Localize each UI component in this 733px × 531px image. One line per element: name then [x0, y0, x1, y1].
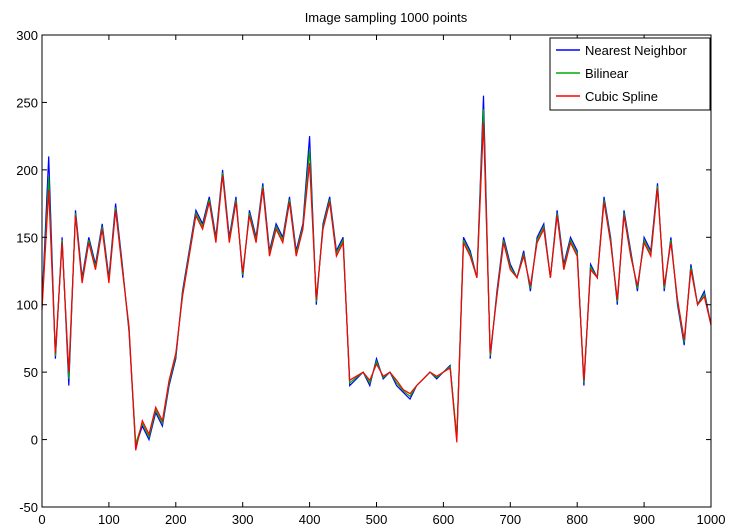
plot-area — [41, 95, 712, 451]
x-tick-label: 800 — [566, 512, 588, 527]
legend-label-nearest-neighbor: Nearest Neighbor — [585, 43, 688, 58]
x-tick-label: 300 — [232, 512, 254, 527]
y-tick-label: 250 — [16, 95, 38, 110]
series-line-cubic-spline — [41, 122, 712, 451]
y-tick-label: -50 — [19, 500, 38, 515]
x-tick-label: 0 — [38, 512, 45, 527]
axis-ticks: 0 100 200 300 400 500 600 700 800 900 1000-5005010… — [16, 28, 725, 527]
series-line-bilinear — [41, 109, 712, 444]
x-tick-label: 900 — [633, 512, 655, 527]
x-tick-label: 200 — [165, 512, 187, 527]
y-tick-label: 200 — [16, 163, 38, 178]
series-line-nearest-neighbor — [41, 95, 712, 447]
x-tick-label: 400 — [299, 512, 321, 527]
chart-title: Image sampling 1000 points — [305, 10, 468, 25]
x-tick-label: 700 — [499, 512, 521, 527]
legend-label-cubic-spline: Cubic Spline — [585, 89, 658, 104]
y-tick-label: 300 — [16, 28, 38, 43]
legend-label-bilinear: Bilinear — [585, 66, 629, 81]
x-tick-label: 600 — [433, 512, 455, 527]
y-tick-label: 50 — [24, 365, 38, 380]
y-tick-label: 100 — [16, 298, 38, 313]
y-tick-label: 0 — [31, 433, 38, 448]
x-tick-label: 500 — [366, 512, 388, 527]
legend: Nearest Neighbor Bilinear Cubic Spline — [549, 37, 711, 111]
y-tick-label: 150 — [16, 230, 38, 245]
x-tick-label: 100 — [98, 512, 120, 527]
x-tick-label: 1000 — [697, 512, 726, 527]
